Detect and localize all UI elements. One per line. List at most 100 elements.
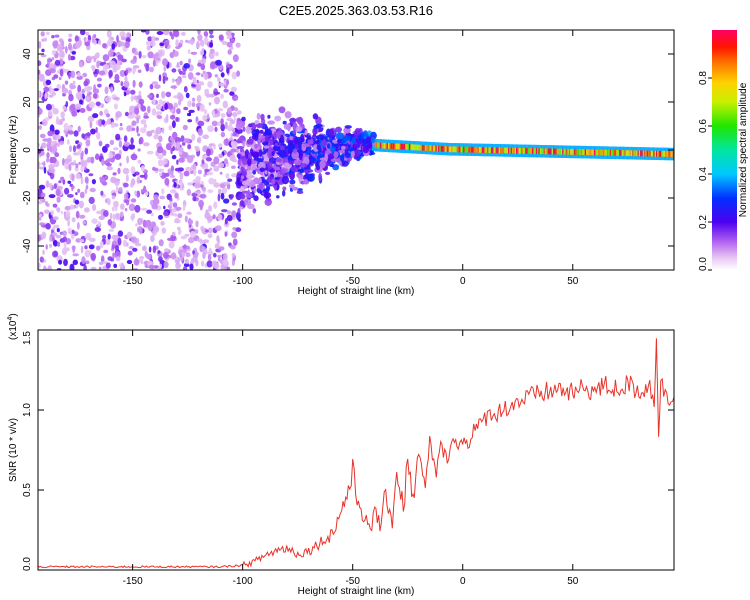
spectrogram-noise-blob [56,43,64,52]
spectrogram-noise-blob [51,35,55,39]
spectrogram-carrier-core [578,149,581,155]
spectrogram-noise-blob [191,97,196,102]
spectrogram-carrier-core [658,150,661,157]
spectrogram-noise-blob [171,131,178,140]
spectrogram-noise-blob [201,260,205,267]
spectrogram-noise-blob [38,166,46,170]
spectrogram-noise-blob [47,265,52,270]
spectrogram-noise-blob [78,200,84,209]
spectrogram-carrier-core [545,148,548,155]
spectrogram-carrier-core [422,144,425,151]
spectrogram-carrier-core [459,146,462,153]
spectrogram-cloud-blob [293,159,302,166]
spectrogram-carrier-core [603,149,606,156]
spectrogram-noise-blob [131,120,137,126]
spectrogram-noise-blob [62,105,66,110]
spectrogram-noise-blob [38,73,45,82]
spectrogram-noise-blob [191,192,198,198]
spectrogram-noise-blob [136,125,139,134]
spectrogram-noise-blob [102,54,110,62]
spectrogram-noise-blob [150,129,155,133]
spectrogram-noise-blob [215,51,219,57]
spectrogram-noise-blob [45,69,52,76]
spectrogram-cloud-blob [271,178,276,185]
spectrogram-cloud-blob [242,126,246,132]
spectrogram-noise-blob [211,120,218,127]
spectrogram-noise-blob [55,234,62,239]
spectrogram-noise-blob [59,60,64,65]
spectrogram-cloud-blob [325,171,331,175]
spectrogram-noise-blob [39,222,45,226]
spectrogram-carrier-core [527,148,531,154]
spectrogram-noise-blob [169,31,173,36]
spectrogram-carrier-core [583,149,586,156]
spectrogram-noise-blob [230,244,236,250]
spectrogram-noise-blob [123,182,129,188]
spectrogram-noise-blob [224,218,228,225]
spectrogram-noise-blob [173,50,179,57]
spectrogram-noise-blob [102,43,107,49]
spectrogram-noise-blob [79,191,85,199]
spectrogram-noise-blob [88,173,94,177]
spectrogram-carrier-core [542,148,545,155]
spectrogram-noise-blob [174,213,178,217]
spectrogram-noise-blob [115,133,121,141]
spectrogram-noise-blob [152,59,156,67]
spectrogram-noise-blob [39,256,44,263]
snr-x-ticks: -150 -100 -50 0 50 [123,330,579,587]
snr-panel: -150 -100 -50 0 50 0.0 0.5 1.0 1.5 Height of st… [7,313,675,597]
spectrogram-carrier-core [567,148,570,155]
spectrogram-carrier-core [555,148,558,155]
spectrogram-cloud-blob [266,161,273,170]
spectrogram-noise-blob [85,32,90,36]
spectrogram-noise-blob [207,125,214,133]
spectrogram-noise-blob [72,145,77,153]
spectrogram-cloud-blob [300,138,305,143]
spectrogram-noise-blob [170,189,177,194]
spectrogram-noise-blob [145,30,150,35]
spectrogram-cloud-blob [304,129,308,136]
spectrogram-carrier-core [629,150,632,157]
spectrogram-noise-blob [54,34,60,38]
spectrogram-noise-blob [213,64,218,69]
spectrogram-cloud-blob [267,120,275,125]
spectrogram-noise-blob [163,65,167,72]
spectrogram-cloud-blob [235,128,243,134]
spectrogram-carrier-core [630,150,634,157]
spectrogram-noise-blob [134,171,140,176]
spectrogram-noise-blob [214,96,220,105]
colorbar-tick-label: 0.6 [698,119,709,133]
spectrogram-carrier-core [568,149,571,155]
spectrogram-noise-blob [95,101,101,107]
spectrogram-cloud-blob [273,172,278,178]
spectrogram-noise-blob [97,221,101,227]
spectrogram-noise-blob [72,259,79,266]
spectrogram-noise-blob [147,36,153,42]
spectrogram-noise-blob [119,263,122,268]
spectrogram-carrier-core [490,147,494,154]
spectrogram-carrier-core [522,147,525,154]
spectrogram-noise-blob [231,112,238,117]
spectrogram-noise-blob [223,198,230,204]
spectrogram-noise-blob [87,115,95,123]
spectrogram-cloud-blob [275,166,280,171]
spectrogram-noise-blob [181,251,185,258]
spectrogram-noise-blob [231,202,237,206]
spectrogram-noise-blob [208,102,212,106]
spectrogram-cloud-blob [297,116,304,125]
spectrogram-noise-blob [224,121,228,130]
spectrogram-noise-blob [113,263,118,268]
spectrogram-noise-blob [148,246,152,253]
spectrogram-carrier-core [385,142,388,149]
spectrogram-noise-blob [125,200,130,206]
spectrogram-noise-blob [40,31,45,37]
spectrogram-carrier-core [634,150,637,157]
spectrogram-cloud-blob [343,127,351,134]
spectrogram-noise-blob [143,123,147,128]
spectrogram-noise-blob [123,193,129,200]
spectrogram-noise-blob [96,77,102,82]
spectrogram-noise-blob [75,163,79,169]
spectrogram-noise-blob [197,62,202,67]
spectrogram-noise-blob [62,92,66,97]
spectrogram-carrier-core [486,147,490,153]
